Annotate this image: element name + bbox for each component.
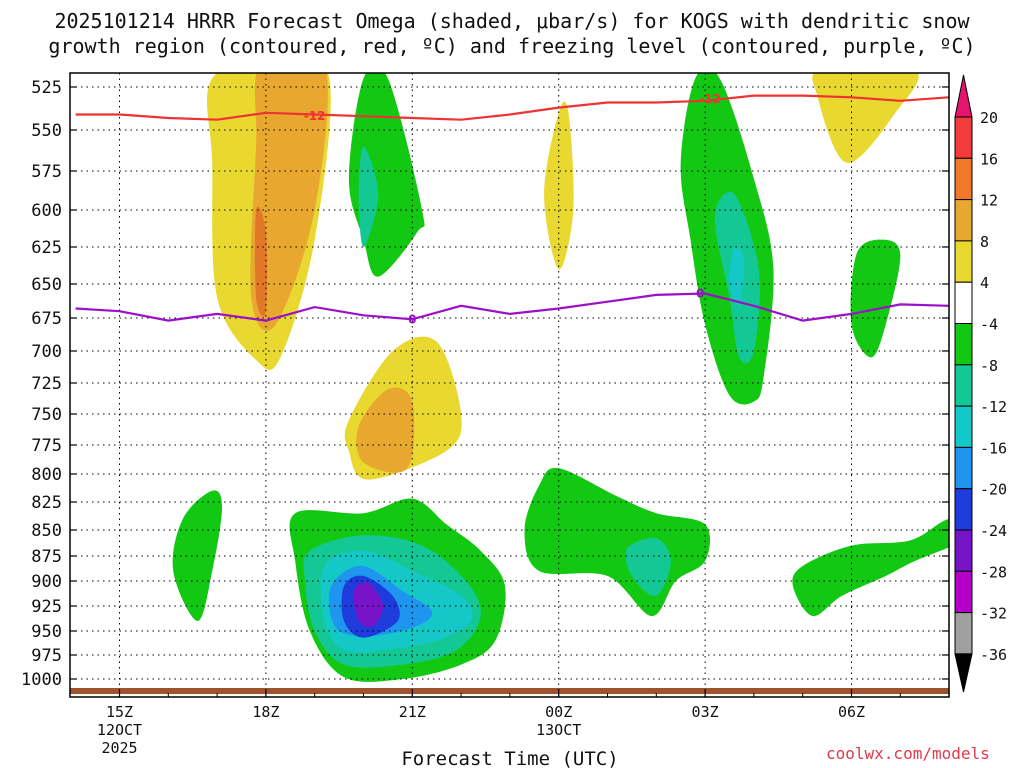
colorbar-swatch [954,364,973,407]
y-tick-label: 625 [31,238,62,258]
surface-bar [70,688,949,694]
omega-shade-4 [812,73,919,163]
omega-feature-rising-column-18Z [207,73,331,370]
colorbar-swatch [954,612,973,655]
colorbar-swatch [954,570,973,614]
colorbar-level-label: -28 [980,563,1007,581]
y-tick-label: 1000 [21,670,62,690]
y-tick-label: 950 [31,622,62,642]
omega-feature-sinking-column-03Z [680,73,774,405]
contour-label: 0 [408,312,416,326]
colorbar-swatch [954,116,973,159]
omega-feature-sinking-blob-06Z [850,239,901,358]
colorbar-swatch [954,405,973,448]
omega-shade--24 [353,582,384,628]
y-tick-label: 525 [31,78,62,98]
colorbar-swatch [954,281,973,325]
colorbar-swatch [954,240,973,283]
x-tick-label: 03Z [692,703,719,721]
y-tick-label: 775 [31,436,62,456]
omega-feature-sinking-region-06Z-08Z [792,518,949,617]
y-tick-label: 700 [31,342,62,362]
omega-feature-rising-top-right [812,73,919,163]
y-tick-label: 975 [31,646,62,666]
x-tick-date: 12OCT [97,721,142,739]
x-tick-label: 06Z [838,703,865,721]
colorbar-level-label: -12 [980,398,1007,416]
contour-label: -12 [699,92,721,106]
omega-feature-sinking-column-20Z [348,73,425,277]
colorbar-level-label: 12 [980,192,998,210]
y-tick-label: 900 [31,572,62,592]
watermark: coolwx.com/models [826,744,990,763]
colorbar-swatch [954,488,973,531]
colorbar-swatch [954,529,973,572]
y-tick-label: 850 [31,521,62,541]
y-tick-label: 550 [31,121,62,141]
colorbar-top-arrow [954,74,973,118]
y-tick-label: 650 [31,275,62,295]
omega-feature-rising-sliver-00Z [544,101,574,270]
omega-feature-strong-sinking-21Z-lowlevels [289,498,506,682]
y-tick-label: 875 [31,547,62,567]
omega-shade--8 [358,146,379,247]
colorbar-level-label: 4 [980,274,989,292]
colorbar-level-label: -8 [980,357,998,375]
y-tick-label: 675 [31,309,62,329]
x-tick-label: 00Z [545,703,572,721]
colorbar-level-label: 20 [980,109,998,127]
contour-line [75,94,949,121]
omega-shade-8 [356,387,415,473]
colorbar-level-label: -4 [980,316,998,334]
omega-shade--4 [850,239,901,358]
y-tick-label: 750 [31,405,62,425]
colorbar-swatch [954,446,973,490]
omega-shade--4 [792,518,949,617]
y-tick-label: 575 [31,162,62,182]
chart-title-line2: growth region (contoured, red, ºC) and f… [48,34,976,58]
y-tick-label: 925 [31,597,62,617]
omega-shade-4 [544,101,574,270]
contour-label: 0 [696,287,704,301]
x-tick-label: 21Z [399,703,426,721]
colorbar-level-label: -24 [980,522,1007,540]
omega-shade-8 [250,73,328,331]
colorbar-level-label: 8 [980,233,989,251]
colorbar-level-label: -32 [980,605,1007,623]
y-tick-label: 600 [31,201,62,221]
omega-feature-sinking-region-00Z-02Z [524,467,711,617]
chart-title-line1: 2025101214 HRRR Forecast Omega (shaded, … [54,9,970,33]
y-tick-label: 725 [31,374,62,394]
colorbar-swatch [954,323,973,366]
omega-shade-12 [254,206,268,317]
y-tick-label: 800 [31,465,62,485]
colorbar-level-label: -16 [980,439,1007,457]
colorbar-bottom-arrow [954,653,973,693]
x-tick-year: 2025 [101,739,137,757]
omega-shade--12 [729,246,745,305]
colorbar-level-label: -36 [980,646,1007,664]
contour-label: -12 [304,109,326,123]
y-tick-label: 825 [31,493,62,513]
x-tick-label: 15Z [106,703,133,721]
colorbar-level-label: 16 [980,150,998,168]
colorbar-swatch [954,157,973,201]
x-axis-label: Forecast Time (UTC) [401,748,618,768]
omega-shade--8 [625,537,671,597]
contour-line [75,292,949,322]
x-tick-label: 18Z [252,703,279,721]
omega-feature-rising-blob-21Z [344,336,462,480]
colorbar-swatch [954,199,973,242]
colorbar-level-label: -20 [980,481,1007,499]
x-tick-date: 13OCT [536,721,581,739]
